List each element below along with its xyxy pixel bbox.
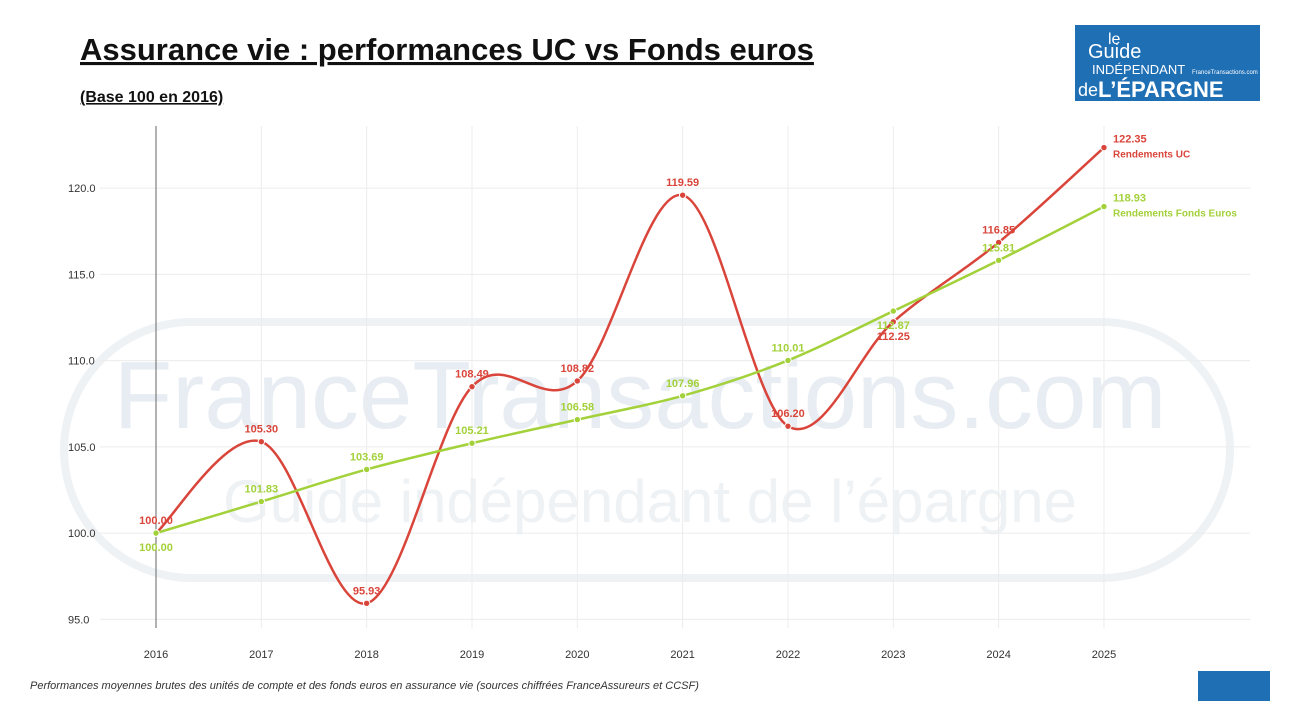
x-tick-label: 2021 [670,649,694,661]
value-label: 118.93 [1113,193,1146,205]
value-label: 119.59 [666,177,699,189]
watermark: Guide indépendant de l’épargne [223,468,1077,535]
point [889,318,898,326]
x-tick-label: 2025 [1092,649,1116,661]
point [994,238,1003,247]
series-line [155,146,1105,605]
value-label: 100.00 [139,542,173,554]
value-label: 106.20 [771,408,805,420]
x-tick-label: 2019 [460,649,484,661]
point [362,465,371,474]
logo-bg [1075,25,1260,101]
logo-small [1198,671,1270,701]
watermark: FranceTransactions.com [114,342,1167,449]
x-tick-label: 2016 [144,649,168,661]
series-line [155,205,1105,535]
point [1100,143,1108,152]
x-tick-label: 2024 [986,649,1010,661]
point [362,599,371,608]
point [1100,202,1108,211]
point [257,437,266,446]
y-tick-label: 120.0 [68,183,96,195]
point [784,422,792,430]
y-tick-label: 115.0 [68,269,95,281]
value-label: 112.87 [877,320,910,332]
value-label: 108.49 [455,369,489,381]
value-label: 103.69 [350,451,384,463]
point [889,307,898,315]
point [573,377,582,385]
value-label: 95.93 [353,585,381,597]
x-tick-label: 2023 [881,649,905,661]
y-tick-label: 100.0 [68,528,96,540]
value-label: 100.00 [139,515,173,527]
logo-text: Guide [1088,41,1141,63]
point [257,497,266,506]
value-label: 110.01 [771,342,804,354]
value-label: 116.85 [982,224,1015,236]
x-tick-label: 2020 [565,649,589,661]
point [468,382,476,391]
logo-text: FranceTransactions.com [1192,70,1258,76]
chart-subtitle: (Base 100 en 2016) [80,89,223,106]
value-label: 107.96 [666,378,700,390]
x-tick-label: 2018 [354,649,378,661]
y-tick-label: 110.0 [68,356,95,368]
logo-text: L’ÉPARGNE [1098,77,1224,102]
logo-text: INDÉPENDANT [1092,62,1185,77]
value-label: 106.58 [560,402,594,414]
point [784,356,792,365]
value-label: 112.25 [877,331,910,343]
footnote: Performances moyennes brutes des unités … [30,680,699,692]
legend-label: Rendements UC [1113,150,1190,161]
logo-text: de [1078,80,1098,100]
logo-text: le [1108,31,1121,48]
logo: le Guide INDÉPENDANT de L’ÉPARGNE France… [1075,25,1270,701]
chart-title: Assurance vie : performances UC vs Fonds… [80,32,814,67]
value-label: 101.83 [245,484,279,496]
point [573,415,582,424]
point [152,529,160,537]
point [678,191,687,199]
x-tick-label: 2022 [776,649,800,661]
value-label: 108.82 [560,363,594,375]
point [994,256,1003,265]
y-tick-label: 95.0 [68,614,89,626]
y-tick-label: 105.0 [68,442,96,454]
x-tick-label: 2017 [249,649,273,661]
point [678,392,687,400]
watermark-frame [60,318,1234,582]
value-label: 105.30 [245,424,279,436]
value-label: 115.81 [982,242,1015,254]
legend-label: Rendements Fonds Euros [1113,209,1237,220]
point [468,439,476,447]
value-label: 105.21 [455,425,489,437]
value-label: 122.35 [1113,134,1147,146]
